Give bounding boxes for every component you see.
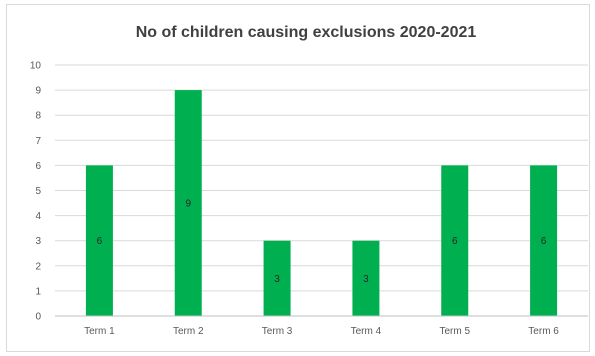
y-tick-label: 4 <box>35 211 41 222</box>
bar-term-3 <box>263 240 291 316</box>
x-tick-label: Term 6 <box>528 326 559 337</box>
y-tick-label: 2 <box>35 261 41 272</box>
data-label: 6 <box>97 236 103 247</box>
data-label: 3 <box>363 274 369 285</box>
data-label: 6 <box>452 236 458 247</box>
x-tick-label: Term 2 <box>173 326 204 337</box>
chart-title: No of children causing exclusions 2020-2… <box>136 24 477 41</box>
bar-term-1 <box>85 165 113 316</box>
data-label: 9 <box>185 199 191 210</box>
y-tick-label: 7 <box>35 136 41 147</box>
bar-term-5 <box>441 165 469 316</box>
y-axis-ticks: 0 1 2 3 4 5 6 7 8 9 10 <box>30 61 42 323</box>
x-tick-label: Term 4 <box>351 326 382 337</box>
bar-term-2 <box>174 90 202 316</box>
y-tick-label: 3 <box>35 236 41 247</box>
x-axis-ticks: Term 1 Term 2 Term 3 Term 4 Term 5 Term 6 <box>84 326 559 337</box>
data-label: 3 <box>274 274 280 285</box>
x-tick-label: Term 1 <box>84 326 115 337</box>
y-tick-label: 9 <box>35 86 41 97</box>
data-label: 6 <box>541 236 547 247</box>
y-tick-label: 8 <box>35 111 41 122</box>
bars <box>85 90 558 316</box>
y-tick-label: 6 <box>35 161 41 172</box>
y-tick-label: 5 <box>35 186 41 197</box>
y-tick-label: 10 <box>30 61 42 72</box>
y-tick-label: 1 <box>35 286 41 297</box>
x-tick-label: Term 5 <box>439 326 470 337</box>
bar-term-6 <box>530 165 558 316</box>
bar-term-4 <box>352 240 380 316</box>
x-tick-label: Term 3 <box>262 326 293 337</box>
data-labels: 6 9 3 3 6 6 <box>97 199 547 285</box>
gridlines <box>55 64 588 292</box>
y-tick-label: 0 <box>35 312 41 323</box>
